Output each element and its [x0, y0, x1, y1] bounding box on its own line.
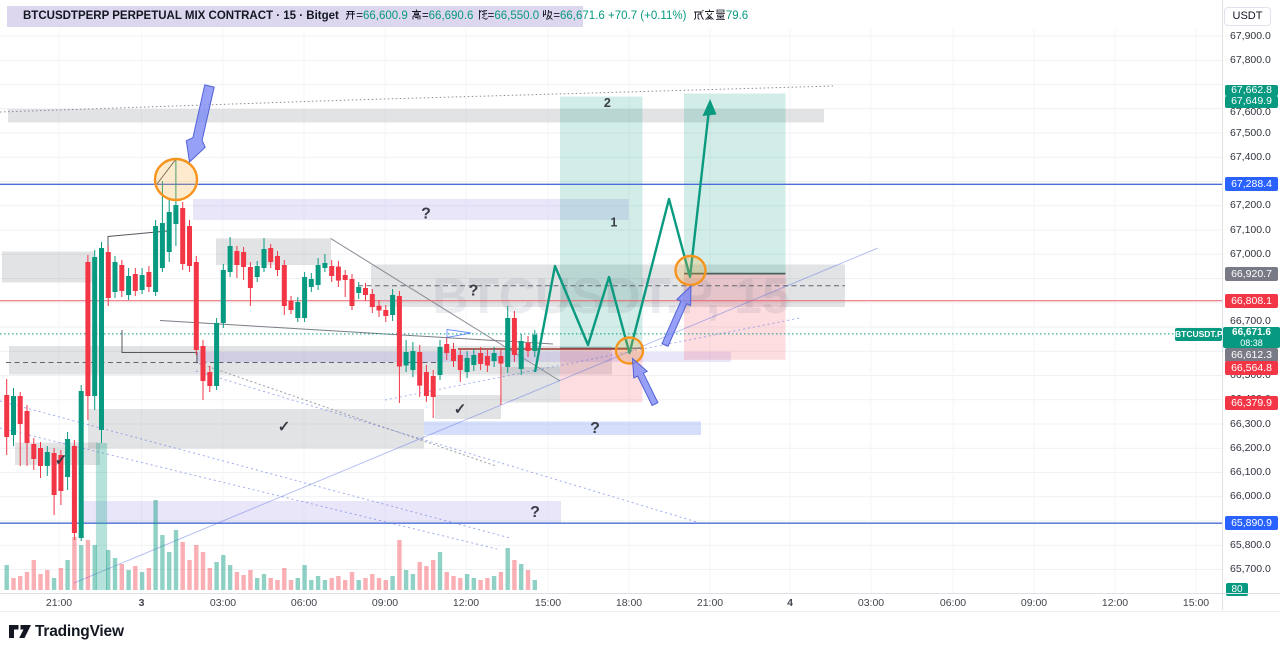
svg-text:1: 1	[610, 216, 617, 230]
svg-text:✓: ✓	[55, 452, 68, 469]
svg-text:2: 2	[604, 96, 611, 110]
svg-text:BTCUSDT.P, 15: BTCUSDT.P, 15	[432, 268, 790, 324]
svg-text:✓: ✓	[454, 401, 467, 418]
svg-text:?: ?	[469, 283, 479, 300]
svg-text:?: ?	[421, 206, 431, 223]
svg-text:?: ?	[530, 504, 540, 521]
svg-text:✓: ✓	[278, 419, 291, 436]
svg-text:?: ?	[590, 420, 600, 437]
